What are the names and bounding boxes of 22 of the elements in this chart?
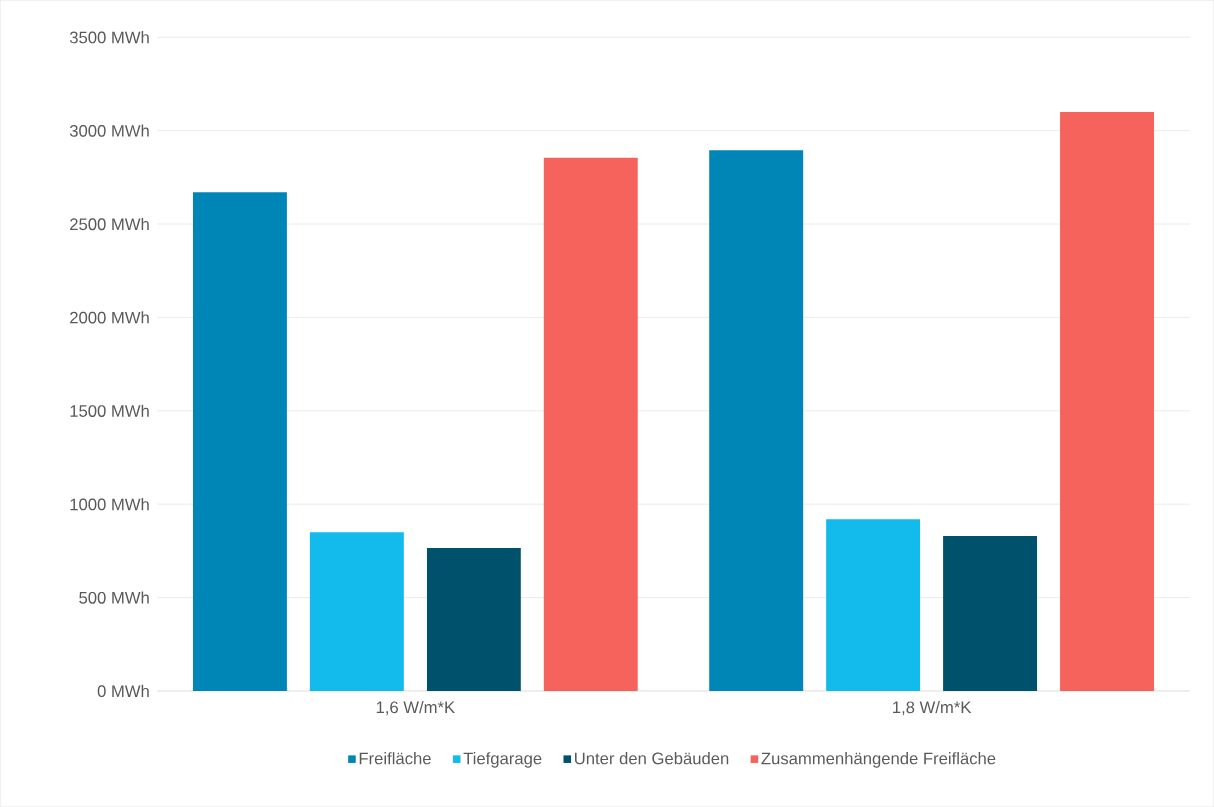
bar <box>943 535 1038 691</box>
bar <box>709 150 804 691</box>
x-tick-label: 1,6 W/m*K <box>376 700 455 716</box>
bar <box>309 532 404 691</box>
legend-label: Unter den Gebäuden <box>575 752 729 765</box>
y-tick-label: 3000 MWh <box>69 124 149 137</box>
y-tick-label: 0 MWh <box>97 684 149 697</box>
bar <box>192 192 287 691</box>
legend-label: Freifläche <box>359 752 431 765</box>
bar <box>826 519 921 691</box>
y-tick-label: 3500 MWh <box>69 31 149 44</box>
y-tick-label: 1000 MWh <box>70 497 149 511</box>
y-tick-label: 500 MWh <box>79 591 149 604</box>
legend-label: Tiefgarage <box>463 752 542 768</box>
bar <box>426 548 521 691</box>
y-tick-label: 1500 MWh <box>70 404 149 417</box>
y-tick-label: 2500 MWh <box>70 217 149 231</box>
bar <box>1060 111 1155 691</box>
legend-label: Zusammenhängende Freifläche <box>761 752 996 768</box>
bar <box>543 157 638 691</box>
x-tick-label: 1,8 W/m*K <box>893 700 972 716</box>
y-tick-label: 2000 MWh <box>70 311 149 324</box>
